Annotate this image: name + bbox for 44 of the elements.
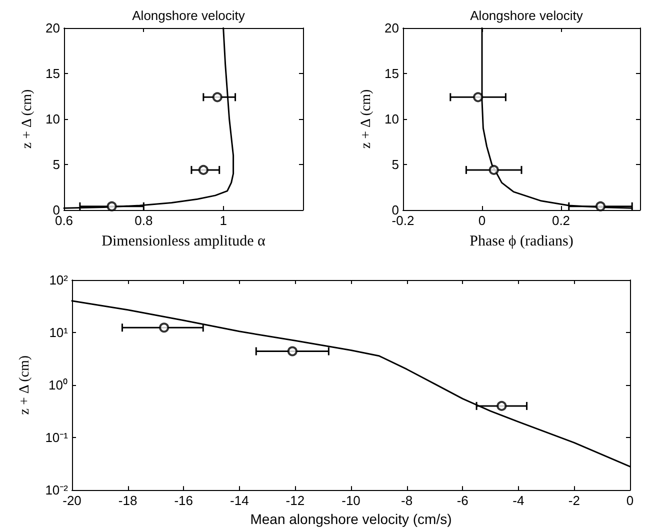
x-tick-label: -16 [174, 493, 193, 508]
y-tick-label: 20 [384, 20, 399, 36]
x-tick-label: -18 [118, 493, 138, 508]
x-axis-title: Phase ϕ (radians) [470, 234, 574, 250]
chart-title: Alongshore velocity [470, 8, 584, 23]
y-tick-label: 10 [384, 112, 399, 126]
x-tick-label: -2 [568, 493, 580, 508]
y-tick-label: 10 [46, 112, 60, 126]
x-tick-label: -8 [401, 493, 413, 508]
x-axis-title: Mean alongshore velocity (cm/s) [250, 511, 452, 527]
y-tick-label: 0 [392, 202, 399, 218]
y-axis-title: z + Δ (cm) [359, 89, 374, 149]
point [488, 164, 499, 175]
x-tick-label: -10 [342, 493, 360, 508]
y-tick-label: 10⁰ [48, 378, 68, 393]
y-tick-label: 5 [52, 157, 60, 172]
x-tick-label: -6 [456, 493, 468, 508]
point [198, 164, 208, 175]
x-tick-label: 0 [626, 493, 634, 508]
chart-title: Alongshore velocity [132, 8, 246, 23]
y-tick-label: 10¹ [49, 325, 69, 340]
point [473, 92, 484, 102]
x-tick-label: 0.2 [552, 213, 570, 228]
point [212, 92, 222, 102]
y-tick-label: 15 [46, 66, 60, 81]
y-tick-label: 10² [49, 272, 69, 288]
x-tick-label: -14 [230, 493, 249, 508]
y-tick-label: 20 [46, 20, 60, 36]
y-axis-title: z + Δ (cm) [18, 355, 32, 415]
point [106, 201, 117, 212]
x-tick-label: 0.8 [134, 213, 153, 228]
x-tick-label: -4 [512, 493, 524, 508]
point [287, 346, 298, 356]
y-tick-label: 15 [384, 66, 399, 81]
y-tick-label: 5 [392, 157, 399, 172]
point [159, 322, 170, 333]
point [496, 400, 507, 411]
point [596, 201, 606, 212]
x-tick-label: 0 [478, 213, 486, 228]
y-axis-title: z + Δ (cm) [20, 89, 36, 149]
x-tick-label: -12 [286, 493, 305, 508]
y-tick-label: 10⁻¹ [45, 430, 69, 446]
x-tick-label: 1 [220, 213, 227, 228]
x-axis-title: Dimensionless amplitude α [102, 234, 266, 250]
